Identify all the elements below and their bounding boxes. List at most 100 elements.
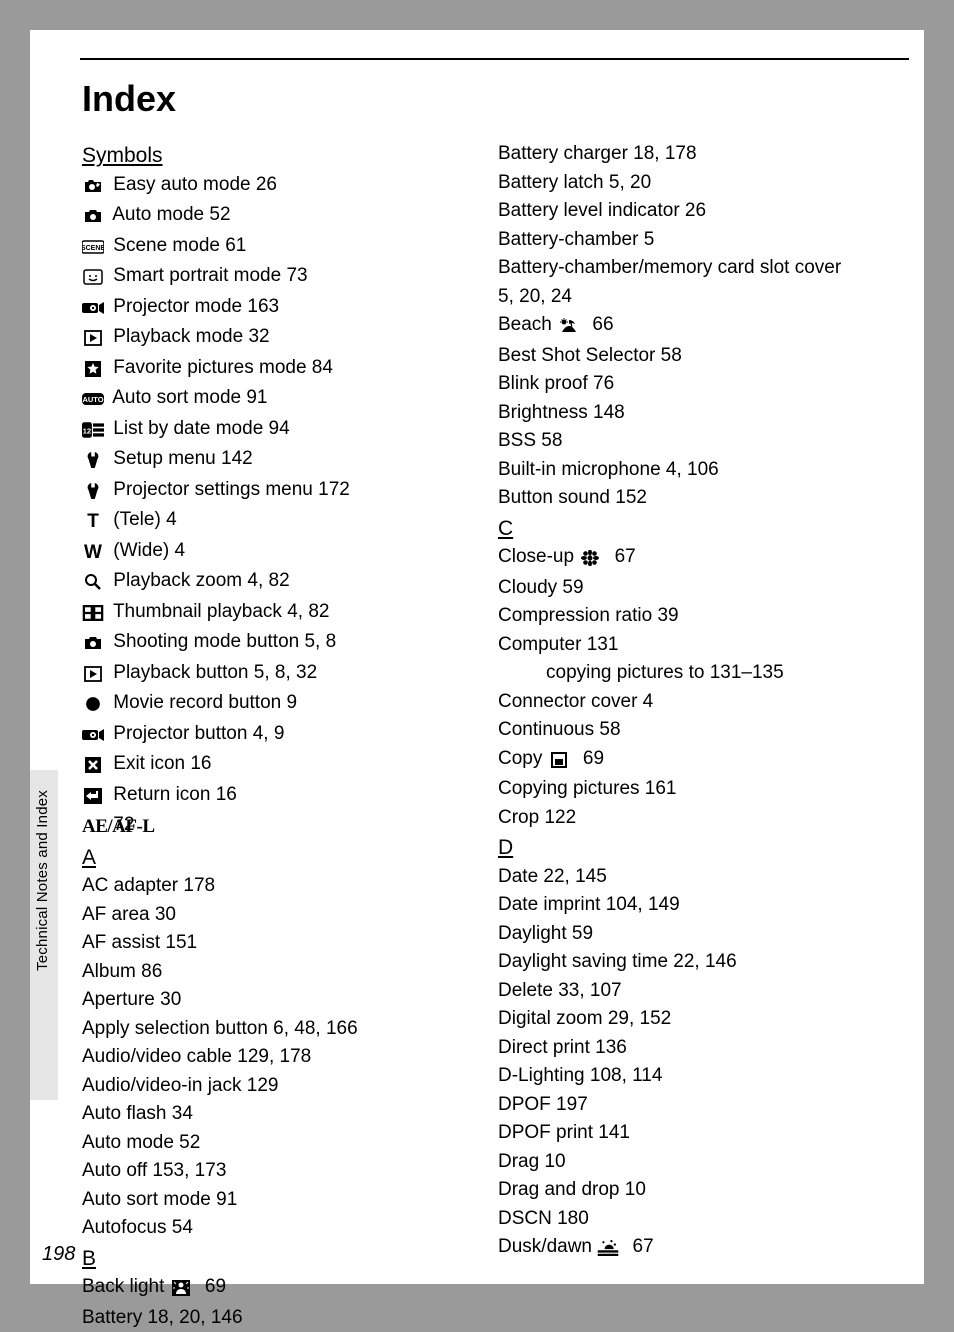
index-entry: Beach 66 <box>498 311 898 342</box>
index-entry: Setup menu 142 <box>82 445 482 476</box>
auto-sort-icon: AUTO <box>82 386 104 415</box>
index-entry: AC adapter 178 <box>82 872 482 901</box>
magnify-icon <box>82 569 104 598</box>
entry-text: Projector button 4, 9 <box>113 723 284 744</box>
index-entry: Playback mode 32 <box>82 323 482 354</box>
index-entry: BSS 58 <box>498 427 898 456</box>
index-entry: Playback zoom 4, 82 <box>82 567 482 598</box>
index-entry: Copy 69 <box>498 745 898 776</box>
entry-text: Return icon 16 <box>113 784 237 805</box>
entry-text: (Tele) 4 <box>113 509 176 530</box>
sidebar-label: Technical Notes and Index <box>34 790 51 971</box>
index-entry: Built-in microphone 4, 106 <box>498 456 898 485</box>
index-entry: Auto mode 52 <box>82 201 482 232</box>
entry-text: Auto mode 52 <box>112 204 230 225</box>
entry-text: Beach <box>498 314 557 335</box>
index-letter: C <box>498 515 898 544</box>
entry-text: Dusk/dawn <box>498 1236 597 1257</box>
index-entry: Button sound 152 <box>498 484 898 513</box>
index-entry: Date 22, 145 <box>498 863 898 892</box>
index-entry: Thumbnail playback 4, 82 <box>82 598 482 629</box>
entry-text: 67 <box>609 546 635 567</box>
entry-text: Back light <box>82 1276 170 1297</box>
list-date-icon: 12 <box>82 417 104 446</box>
index-entry: Connector cover 4 <box>498 688 898 717</box>
index-entry: Projector settings menu 172 <box>82 476 482 507</box>
index-entry: Playback button 5, 8, 32 <box>82 659 482 690</box>
index-entry: Audio/video cable 129, 178 <box>82 1043 482 1072</box>
index-entry: D-Lighting 108, 114 <box>498 1062 898 1091</box>
entry-text: List by date mode 94 <box>113 418 289 439</box>
index-entry: Favorite pictures mode 84 <box>82 354 482 385</box>
index-entry: Daylight saving time 22, 146 <box>498 948 898 977</box>
index-entry: Computer 131 <box>498 631 898 660</box>
index-entry: Drag 10 <box>498 1148 898 1177</box>
scene-icon: SCENE <box>82 234 104 263</box>
entry-text: Setup menu 142 <box>113 448 252 469</box>
return-icon <box>82 783 104 812</box>
entry-text: 69 <box>578 748 604 769</box>
index-entry: Brightness 148 <box>498 399 898 428</box>
index-entry: DSCN 180 <box>498 1205 898 1234</box>
entry-text: 67 <box>627 1236 653 1257</box>
projector-icon <box>82 295 104 324</box>
index-entry: W (Wide) 4 <box>82 537 482 568</box>
svg-text:12: 12 <box>83 426 92 435</box>
index-entry: Delete 33, 107 <box>498 977 898 1006</box>
entry-text: Favorite pictures mode 84 <box>113 357 333 378</box>
index-entry: DPOF print 141 <box>498 1119 898 1148</box>
svg-text:SCENE: SCENE <box>82 245 104 252</box>
entry-text: Smart portrait mode 73 <box>113 265 307 286</box>
index-entry: Apply selection button 6, 48, 166 <box>82 1015 482 1044</box>
index-entry: Return icon 16 <box>82 781 482 812</box>
entry-text: 69 <box>200 1276 226 1297</box>
close-up-icon <box>579 545 605 574</box>
header-rule <box>80 58 909 60</box>
entry-text: Playback zoom 4, 82 <box>113 570 289 591</box>
index-subentry: copying pictures to 131–135 <box>498 659 898 688</box>
index-entry: Audio/video-in jack 129 <box>82 1072 482 1101</box>
index-entry: Album 86 <box>82 958 482 987</box>
index-entry: Copying pictures 161 <box>498 775 898 804</box>
index-entry: 5, 20, 24 <box>498 283 898 312</box>
page-number: 198 <box>42 1243 75 1266</box>
index-entry: Digital zoom 29, 152 <box>498 1005 898 1034</box>
backlight-icon <box>170 1275 196 1304</box>
index-entry: Battery level indicator 26 <box>498 197 898 226</box>
index-entry: Daylight 59 <box>498 920 898 949</box>
index-entry: AE/AF-L 72 <box>82 811 482 842</box>
T-icon: T <box>82 508 104 537</box>
projector-icon <box>82 722 104 751</box>
index-entry: Shooting mode button 5, 8 <box>82 628 482 659</box>
entry-text: (Wide) 4 <box>113 540 185 561</box>
index-column-2: Battery charger 18, 178Battery latch 5, … <box>498 140 898 1264</box>
index-entry: T (Tele) 4 <box>82 506 482 537</box>
index-letter: B <box>82 1245 482 1274</box>
entry-text: Exit icon 16 <box>113 753 211 774</box>
exit-icon <box>82 752 104 781</box>
dot-icon <box>82 691 104 720</box>
index-entry: 12 List by date mode 94 <box>82 415 482 446</box>
entry-text: Projector mode 163 <box>113 296 279 317</box>
index-entry: Blink proof 76 <box>498 370 898 399</box>
dusk-icon <box>597 1235 623 1264</box>
entry-text: 66 <box>587 314 613 335</box>
index-entry: Movie record button 9 <box>82 689 482 720</box>
thumbnail-icon <box>82 600 104 629</box>
copy-icon <box>548 747 574 776</box>
entry-text: Close-up <box>498 546 579 567</box>
index-title: Index <box>82 78 176 120</box>
index-entry: Battery-chamber/memory card slot cover <box>498 254 898 283</box>
entry-text: Movie record button 9 <box>113 692 297 713</box>
wrench-icon <box>82 447 104 476</box>
entry-text: 72 <box>113 814 134 835</box>
index-entry: Aperture 30 <box>82 986 482 1015</box>
entry-text: Playback button 5, 8, 32 <box>113 662 317 683</box>
index-entry: Close-up 67 <box>498 543 898 574</box>
index-entry: Date imprint 104, 149 <box>498 891 898 920</box>
smart-portrait-icon <box>82 264 104 293</box>
index-column-1: Symbols Easy auto mode 26 Auto mode 52SC… <box>82 140 482 1332</box>
index-entry: Continuous 58 <box>498 716 898 745</box>
index-entry: Exit icon 16 <box>82 750 482 781</box>
index-entry: Projector mode 163 <box>82 293 482 324</box>
